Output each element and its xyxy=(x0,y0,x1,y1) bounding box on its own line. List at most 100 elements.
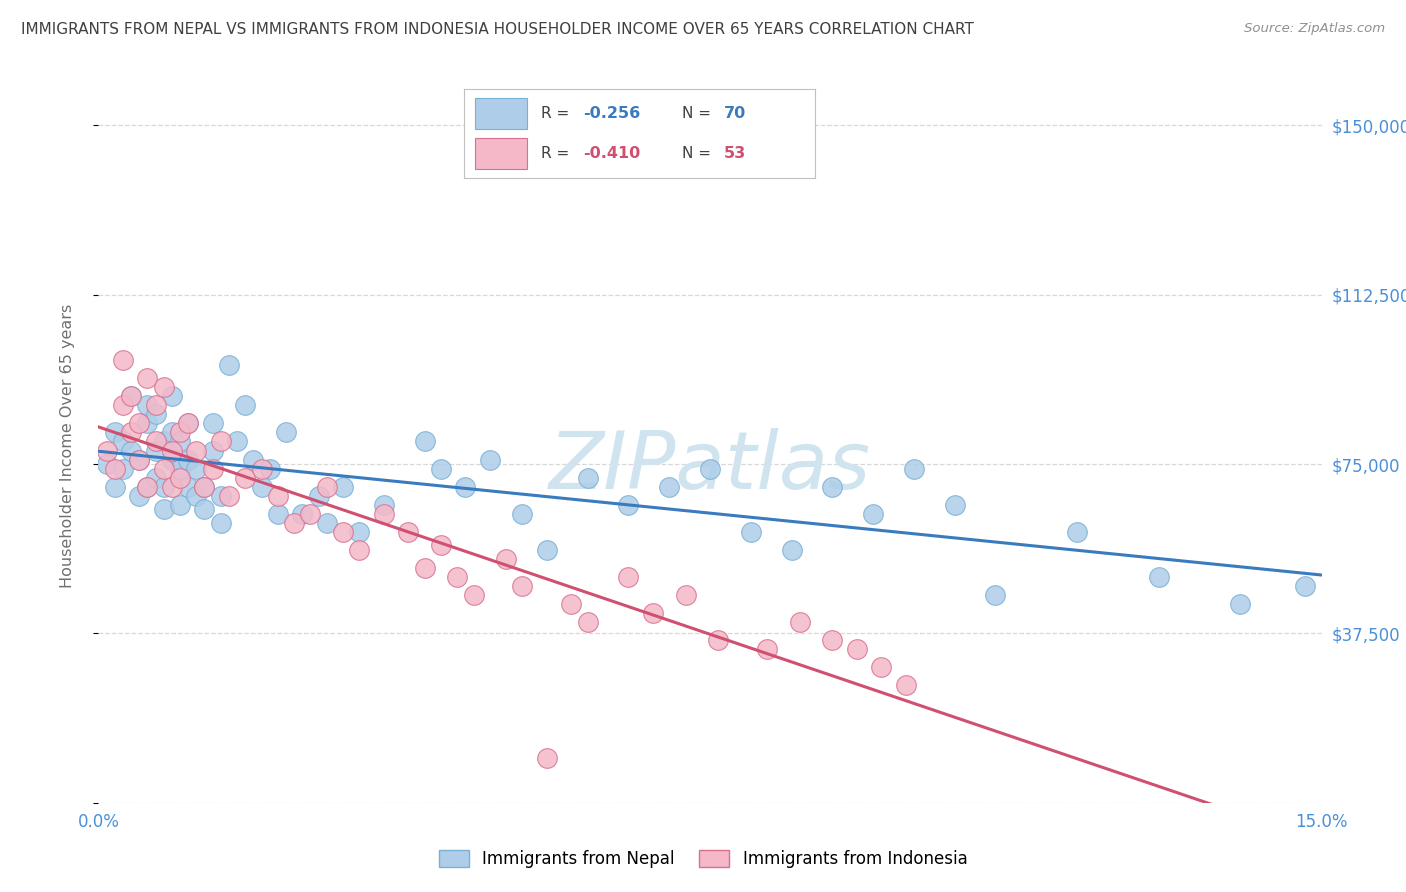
Point xyxy=(821,633,844,648)
Point xyxy=(454,480,477,494)
Point xyxy=(104,461,127,475)
Point xyxy=(96,443,118,458)
Text: R =: R = xyxy=(541,106,575,120)
Point xyxy=(186,489,208,503)
Bar xyxy=(475,98,527,129)
Point xyxy=(169,498,191,512)
Text: 70: 70 xyxy=(724,106,747,120)
Point xyxy=(201,461,224,475)
Point xyxy=(226,434,249,449)
Point xyxy=(259,461,281,475)
Point xyxy=(145,470,167,484)
Point xyxy=(396,524,419,539)
Point xyxy=(242,452,264,467)
Point xyxy=(145,398,167,412)
Point xyxy=(209,516,232,530)
Point xyxy=(201,417,224,431)
Point xyxy=(308,489,330,503)
Point xyxy=(821,480,844,494)
Point xyxy=(152,502,174,516)
Point xyxy=(201,443,224,458)
Text: -0.256: -0.256 xyxy=(583,106,641,120)
Point xyxy=(104,480,127,494)
Point xyxy=(111,398,134,412)
Point xyxy=(1147,570,1170,584)
Point xyxy=(145,408,167,422)
Bar xyxy=(475,138,527,169)
Point xyxy=(169,461,191,475)
Point xyxy=(128,417,150,431)
Legend: Immigrants from Nepal, Immigrants from Indonesia: Immigrants from Nepal, Immigrants from I… xyxy=(432,843,974,875)
Point xyxy=(186,461,208,475)
Point xyxy=(430,538,453,552)
Point xyxy=(780,542,803,557)
Point xyxy=(332,524,354,539)
Point xyxy=(536,542,558,557)
Point xyxy=(218,358,240,372)
Point xyxy=(576,615,599,629)
Point xyxy=(332,480,354,494)
Point xyxy=(478,452,501,467)
Point xyxy=(373,498,395,512)
Point xyxy=(463,588,485,602)
Point xyxy=(641,606,664,620)
Point xyxy=(160,443,183,458)
Point xyxy=(152,461,174,475)
Point xyxy=(160,452,183,467)
Point xyxy=(120,389,142,403)
Point xyxy=(136,480,159,494)
Text: N =: N = xyxy=(682,146,716,161)
Point xyxy=(145,434,167,449)
Point xyxy=(512,507,534,521)
Point xyxy=(177,480,200,494)
Point xyxy=(169,434,191,449)
Text: ZIPatlas: ZIPatlas xyxy=(548,428,872,507)
Point xyxy=(349,542,371,557)
Point xyxy=(120,443,142,458)
Point xyxy=(845,642,868,657)
Point xyxy=(560,597,582,611)
Point xyxy=(862,507,884,521)
Point xyxy=(894,678,917,692)
Point xyxy=(160,425,183,440)
Point xyxy=(120,425,142,440)
Text: 53: 53 xyxy=(724,146,747,161)
Point xyxy=(152,480,174,494)
Point xyxy=(291,507,314,521)
Text: -0.410: -0.410 xyxy=(583,146,641,161)
Point xyxy=(1066,524,1088,539)
Text: Source: ZipAtlas.com: Source: ZipAtlas.com xyxy=(1244,22,1385,36)
Point xyxy=(193,502,215,516)
Point xyxy=(160,480,183,494)
Point xyxy=(512,579,534,593)
Point xyxy=(299,507,322,521)
Text: N =: N = xyxy=(682,106,716,120)
Point xyxy=(111,461,134,475)
Point xyxy=(536,750,558,764)
Point xyxy=(675,588,697,602)
Text: R =: R = xyxy=(541,146,575,161)
Point xyxy=(177,452,200,467)
Point xyxy=(111,353,134,368)
Point xyxy=(283,516,305,530)
Point xyxy=(373,507,395,521)
Point xyxy=(233,398,256,412)
Point xyxy=(218,489,240,503)
Point xyxy=(128,452,150,467)
Point xyxy=(349,524,371,539)
Point xyxy=(209,434,232,449)
Point xyxy=(756,642,779,657)
Point xyxy=(707,633,730,648)
Point xyxy=(111,434,134,449)
Point xyxy=(136,417,159,431)
Point xyxy=(870,660,893,674)
Point xyxy=(267,507,290,521)
Point xyxy=(152,434,174,449)
Point xyxy=(177,417,200,431)
Point xyxy=(658,480,681,494)
Point xyxy=(617,570,640,584)
Point xyxy=(186,443,208,458)
Text: IMMIGRANTS FROM NEPAL VS IMMIGRANTS FROM INDONESIA HOUSEHOLDER INCOME OVER 65 YE: IMMIGRANTS FROM NEPAL VS IMMIGRANTS FROM… xyxy=(21,22,974,37)
Point xyxy=(430,461,453,475)
Point xyxy=(250,480,273,494)
